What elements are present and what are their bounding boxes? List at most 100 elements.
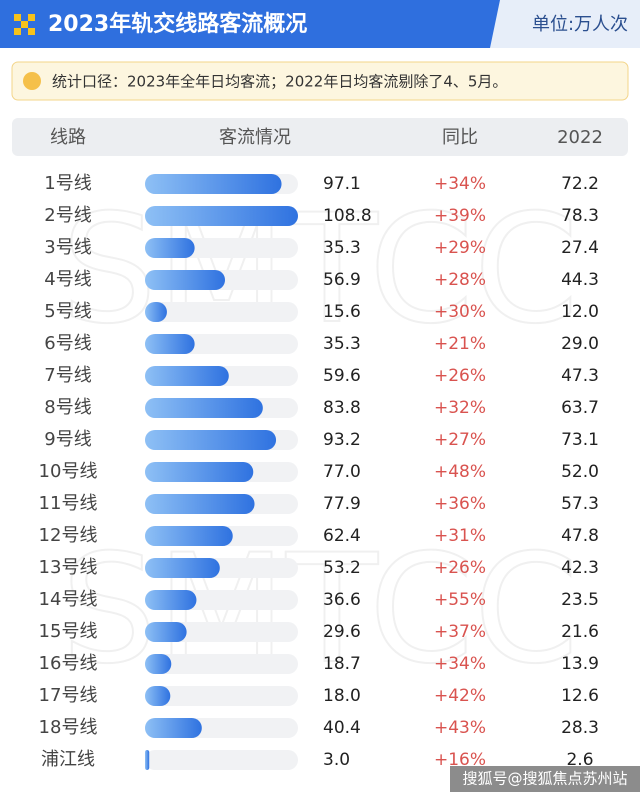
yoy: +26% [434, 558, 486, 578]
title: 2023年轨交线路客流概况 [48, 11, 307, 37]
bar [145, 622, 187, 642]
bar [145, 686, 171, 706]
yoy: +26% [434, 366, 486, 386]
prev: 2.6 [566, 750, 593, 770]
unit-panel [490, 0, 640, 48]
footer-bg [450, 766, 640, 792]
prev: 21.6 [561, 622, 599, 642]
bar [145, 654, 172, 674]
bar [145, 174, 282, 194]
logo [14, 14, 35, 35]
bar [145, 558, 220, 578]
yoy: +37% [434, 622, 486, 642]
value: 97.1 [323, 174, 361, 194]
yoy: +39% [434, 206, 486, 226]
line-name: 3号线 [44, 237, 91, 258]
yoy: +16% [434, 750, 486, 770]
yoy: +31% [434, 526, 486, 546]
bar [145, 270, 226, 290]
prev: 23.5 [561, 590, 599, 610]
value: 3.0 [323, 750, 350, 770]
bar-track [145, 302, 298, 322]
value: 18.0 [323, 686, 361, 706]
prev: 28.3 [561, 718, 599, 738]
bar [145, 526, 233, 546]
unit: 单位:万人次 [532, 14, 628, 35]
bar [145, 494, 255, 514]
value: 77.9 [323, 494, 361, 514]
bar [145, 238, 195, 258]
note-box [11, 61, 629, 101]
prev: 13.9 [561, 654, 599, 674]
line-name: 9号线 [44, 429, 91, 450]
value: 59.6 [323, 366, 361, 386]
bar [145, 462, 254, 482]
line-name: 6号线 [44, 333, 91, 354]
prev: 12.0 [561, 302, 599, 322]
value: 53.2 [323, 558, 361, 578]
prev: 44.3 [561, 270, 599, 290]
bar-track [145, 686, 298, 706]
line-name: 12号线 [39, 525, 98, 546]
value: 93.2 [323, 430, 361, 450]
yoy: +55% [434, 590, 486, 610]
value: 29.6 [323, 622, 361, 642]
line-name: 2号线 [44, 205, 91, 226]
column-header: 客流情况 [219, 127, 291, 148]
bar [145, 430, 277, 450]
bar-track [145, 750, 298, 770]
yoy: +34% [434, 174, 486, 194]
line-name: 14号线 [39, 589, 98, 610]
value: 108.8 [323, 206, 372, 226]
line-name: 1号线 [44, 173, 91, 194]
bar [145, 398, 263, 418]
line-name: 15号线 [39, 621, 98, 642]
value: 77.0 [323, 462, 361, 482]
bar [145, 206, 298, 226]
line-name: 10号线 [39, 461, 98, 482]
yoy: +42% [434, 686, 486, 706]
yoy: +29% [434, 238, 486, 258]
yoy: +36% [434, 494, 486, 514]
yoy: +21% [434, 334, 486, 354]
value: 35.3 [323, 238, 361, 258]
table-header [12, 118, 628, 156]
note-icon [23, 72, 41, 90]
yoy: +32% [434, 398, 486, 418]
line-name: 18号线 [39, 717, 98, 738]
bar [145, 366, 229, 386]
column-header: 线路 [50, 127, 86, 148]
bar [145, 334, 195, 354]
footer: 搜狐号@搜狐焦点苏州站 [462, 770, 627, 788]
watermark: SMTCC [62, 523, 579, 697]
prev: 73.1 [561, 430, 599, 450]
line-name: 5号线 [44, 301, 91, 322]
prev: 78.3 [561, 206, 599, 226]
prev: 12.6 [561, 686, 599, 706]
bar [145, 718, 202, 738]
line-name: 13号线 [39, 557, 98, 578]
line-name: 16号线 [39, 653, 98, 674]
prev: 52.0 [561, 462, 599, 482]
yoy: +30% [434, 302, 486, 322]
prev: 47.8 [561, 526, 599, 546]
column-header: 同比 [442, 127, 478, 148]
bar [145, 590, 197, 610]
yoy: +48% [434, 462, 486, 482]
line-name: 4号线 [44, 269, 91, 290]
value: 36.6 [323, 590, 361, 610]
value: 83.8 [323, 398, 361, 418]
note: 统计口径：2023年全年日均客流；2022年日均客流剔除了4、5月。 [52, 73, 507, 91]
line-name: 8号线 [44, 397, 91, 418]
bar [145, 750, 150, 770]
bar-track [145, 654, 298, 674]
value: 40.4 [323, 718, 361, 738]
prev: 57.3 [561, 494, 599, 514]
prev: 72.2 [561, 174, 599, 194]
watermark: SMTCC [62, 183, 579, 357]
value: 15.6 [323, 302, 361, 322]
value: 35.3 [323, 334, 361, 354]
prev: 29.0 [561, 334, 599, 354]
yoy: +34% [434, 654, 486, 674]
